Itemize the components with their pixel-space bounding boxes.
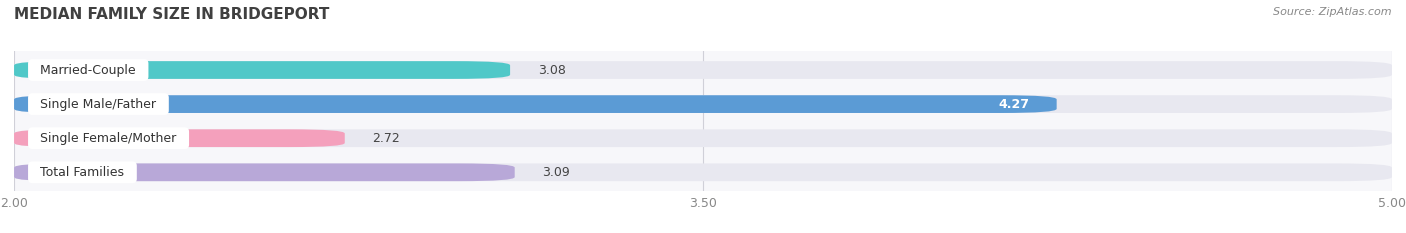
FancyBboxPatch shape [14, 163, 1392, 181]
Text: 2.72: 2.72 [373, 132, 401, 145]
Text: Total Families: Total Families [32, 166, 132, 179]
FancyBboxPatch shape [14, 95, 1057, 113]
FancyBboxPatch shape [14, 163, 515, 181]
FancyBboxPatch shape [14, 95, 1392, 113]
Text: 3.08: 3.08 [537, 64, 565, 76]
Text: Source: ZipAtlas.com: Source: ZipAtlas.com [1274, 7, 1392, 17]
Text: 3.09: 3.09 [543, 166, 569, 179]
FancyBboxPatch shape [14, 129, 1392, 147]
Text: Single Female/Mother: Single Female/Mother [32, 132, 184, 145]
FancyBboxPatch shape [14, 61, 1392, 79]
Text: Married-Couple: Married-Couple [32, 64, 143, 76]
Text: Single Male/Father: Single Male/Father [32, 98, 165, 111]
FancyBboxPatch shape [14, 129, 344, 147]
Text: 4.27: 4.27 [998, 98, 1029, 111]
Text: MEDIAN FAMILY SIZE IN BRIDGEPORT: MEDIAN FAMILY SIZE IN BRIDGEPORT [14, 7, 329, 22]
FancyBboxPatch shape [14, 61, 510, 79]
